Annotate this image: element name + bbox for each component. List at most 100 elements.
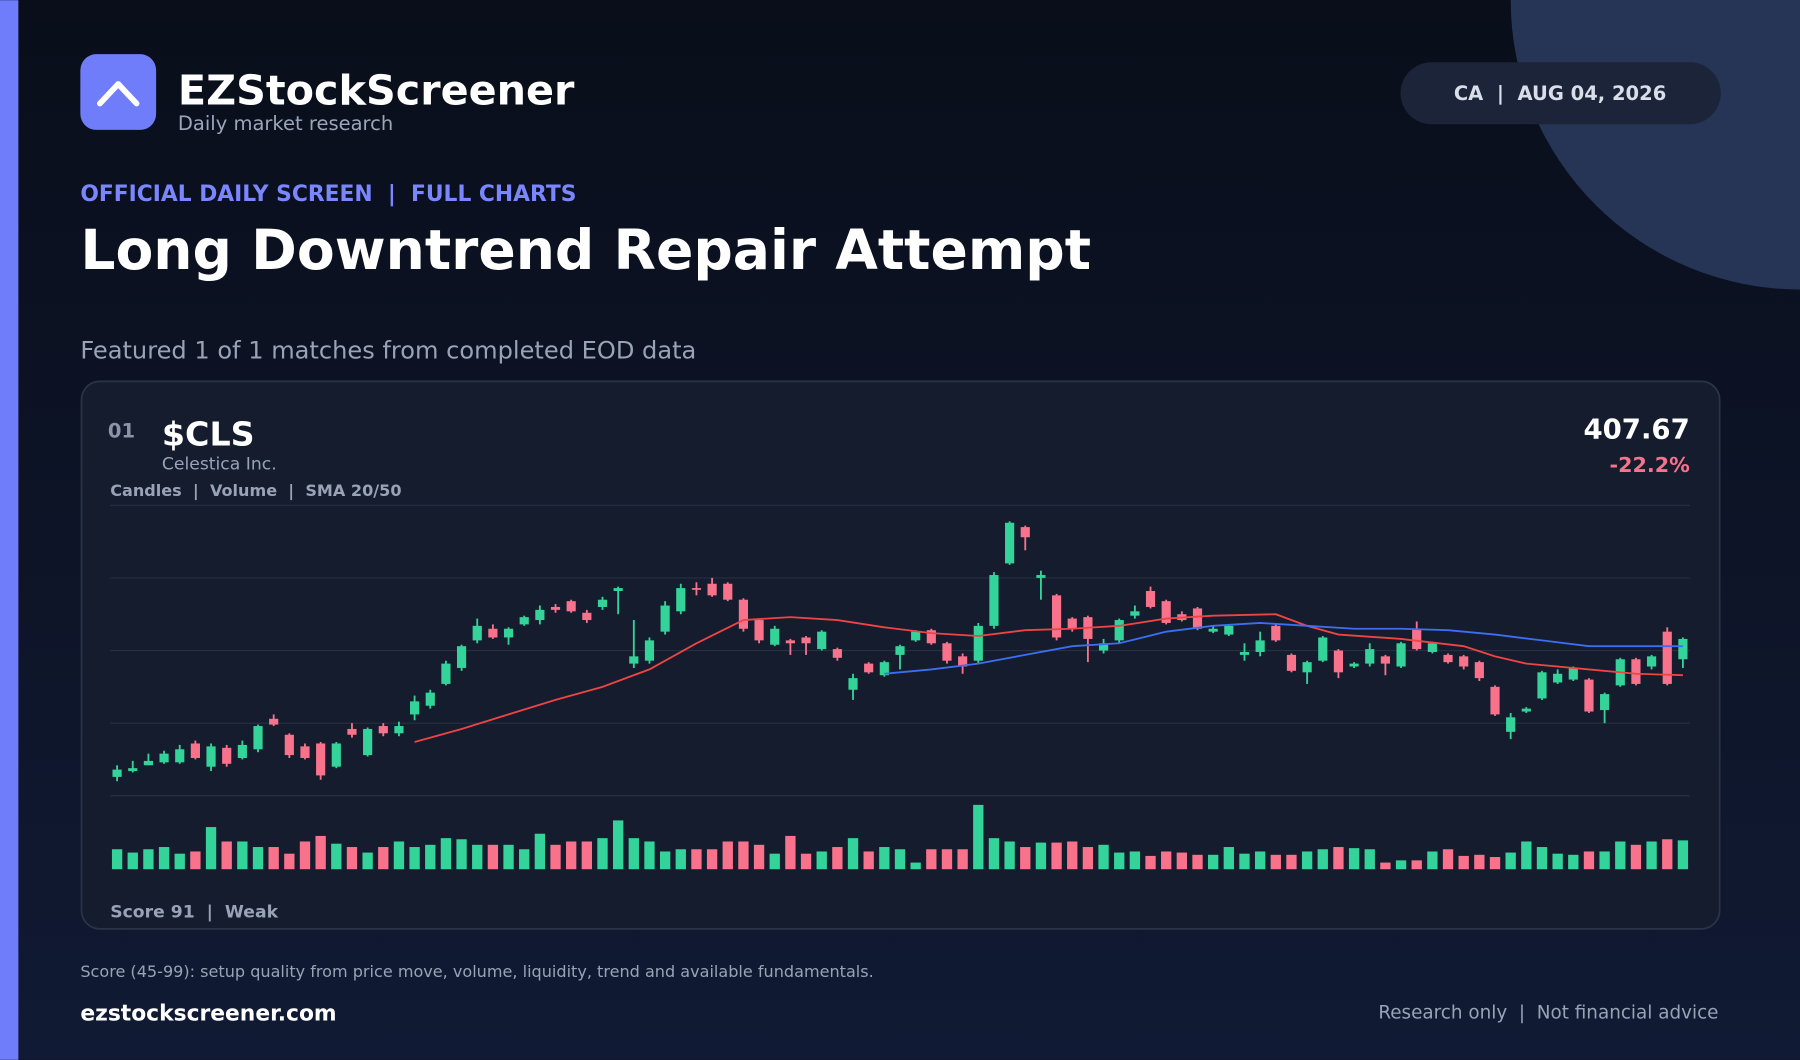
candle-body: [535, 609, 545, 621]
candle-body: [707, 583, 717, 596]
volume-bar: [1254, 851, 1266, 870]
candle-body: [832, 649, 842, 658]
volume-bar: [1114, 852, 1125, 870]
candle-body: [1020, 527, 1030, 538]
volume-bar: [973, 804, 984, 870]
volume-bar: [1161, 851, 1172, 870]
volume-bar: [1411, 860, 1422, 870]
volume-bar: [879, 847, 890, 870]
candle-body: [973, 625, 983, 661]
volume-bar: [409, 847, 420, 870]
candle-body: [1459, 656, 1469, 667]
footnote: Score (45-99): setup quality from price …: [80, 962, 873, 981]
candle-body: [1490, 686, 1500, 715]
volume-bar: [1677, 840, 1689, 870]
volume-bar: [1051, 842, 1062, 870]
volume-bar: [284, 853, 295, 870]
site: ezstockscreener.com: [80, 1002, 336, 1027]
candle-body: [848, 678, 858, 690]
candle-body: [1145, 590, 1156, 607]
chart-legend: Candles | Volume | SMA 20/50: [110, 481, 401, 501]
candle-body: [864, 663, 874, 673]
candle-body: [159, 753, 169, 763]
volume-bar: [1552, 853, 1563, 870]
candle-body: [942, 643, 952, 661]
candle-body: [1537, 672, 1547, 699]
candle-body: [1036, 575, 1046, 578]
volume-bar: [566, 841, 577, 870]
volume-bar: [440, 838, 452, 870]
candle-body: [456, 646, 467, 668]
volume-bar: [143, 849, 154, 870]
candle-body: [1600, 694, 1610, 711]
volume-bar: [1364, 849, 1375, 870]
volume-bar: [1536, 847, 1548, 870]
volume-bar: [1176, 852, 1188, 870]
volume-bar: [378, 847, 389, 870]
candle-body: [112, 769, 122, 777]
volume-bar: [988, 838, 1000, 870]
candle-body: [817, 631, 827, 650]
candle-body: [1239, 651, 1250, 655]
candle-body: [770, 628, 780, 645]
candle-body: [785, 640, 795, 644]
candle-body: [410, 701, 420, 715]
volume-bar: [1380, 862, 1391, 870]
volume-bar: [1239, 853, 1250, 870]
volume-bar: [472, 844, 483, 870]
volume-bar: [331, 843, 342, 870]
candle-body: [1427, 643, 1437, 652]
badge: [1400, 62, 1721, 125]
volume-bar: [456, 839, 467, 870]
volume-bar: [894, 849, 906, 870]
candle-body: [1286, 654, 1297, 671]
volume-bar: [612, 820, 624, 870]
volume-bar: [519, 849, 530, 870]
candle-body: [425, 692, 435, 706]
candle-body: [441, 663, 451, 684]
candle-body: [926, 630, 936, 644]
candle-body: [1678, 638, 1688, 660]
candle-body: [723, 583, 733, 600]
candle-body: [175, 749, 185, 763]
volume-bar: [675, 849, 686, 870]
volume-bar: [393, 841, 405, 870]
volume-bar: [299, 841, 311, 870]
volume-bar: [346, 847, 358, 870]
candle-body: [1255, 640, 1265, 652]
score: Score 91 | Weak: [110, 902, 278, 922]
volume-bar: [1521, 841, 1532, 870]
volume-bar: [158, 847, 170, 870]
volume-bar: [205, 827, 217, 870]
candle-body: [550, 606, 561, 610]
candle-body: [1192, 608, 1203, 629]
candle-body: [754, 620, 764, 641]
candle-body: [644, 640, 655, 661]
volume-bar: [722, 841, 733, 870]
volume-bar: [706, 849, 718, 870]
volume-bar: [800, 853, 812, 870]
candle-body: [1521, 708, 1531, 712]
candle-body: [269, 718, 279, 725]
volume-bar: [691, 849, 702, 870]
candle-body: [1506, 717, 1516, 732]
volume-bar: [1568, 854, 1579, 870]
candle-body: [1396, 643, 1406, 667]
title: Long Downtrend Repair Attempt: [80, 218, 1091, 282]
candle-body: [222, 747, 232, 764]
volume-bar: [816, 851, 827, 870]
candle-body: [1208, 628, 1218, 632]
candle-body: [1271, 625, 1281, 641]
candle-body: [237, 744, 247, 758]
candle-body: [613, 588, 623, 591]
disclaimer: Research only | Not financial advice: [1378, 1002, 1718, 1023]
volume-bar: [1489, 857, 1501, 870]
candle-body: [691, 588, 702, 590]
volume-bar: [1286, 854, 1297, 870]
candle-body: [1161, 601, 1171, 623]
candle-body: [284, 734, 294, 756]
volume-bar: [597, 838, 608, 870]
volume-bar: [847, 838, 859, 870]
candle-body: [1443, 654, 1453, 663]
volume-bar: [1630, 844, 1642, 870]
